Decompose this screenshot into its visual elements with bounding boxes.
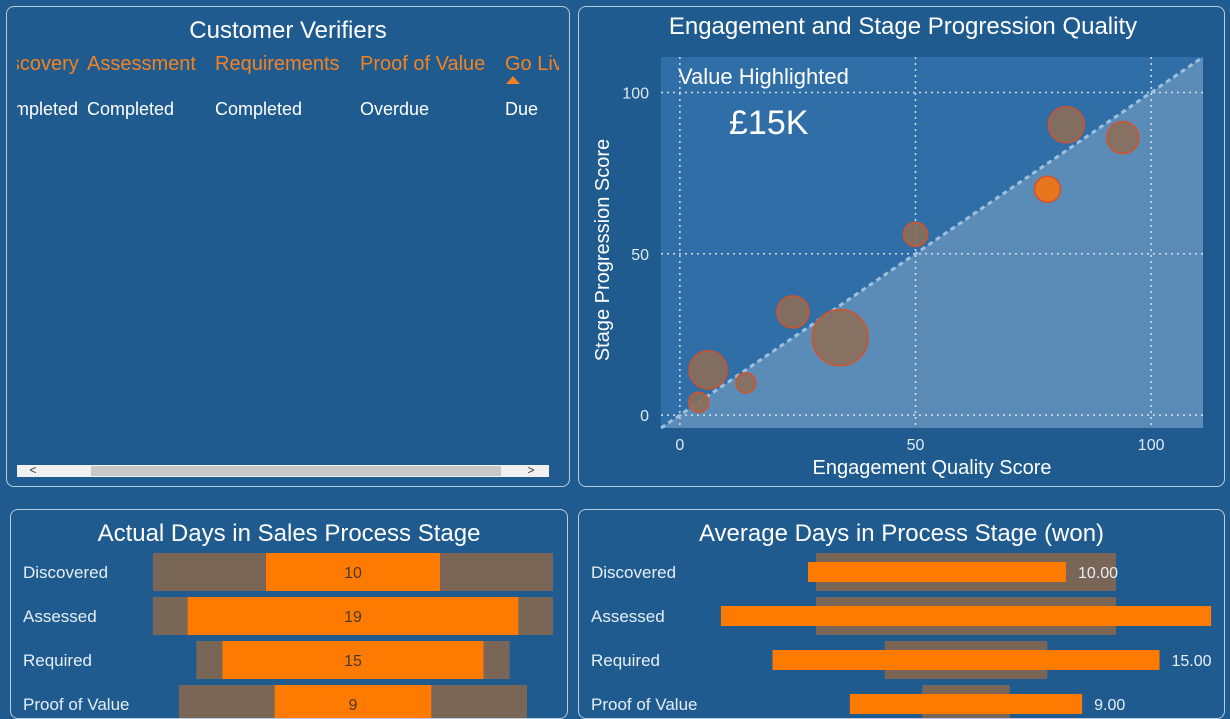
scatter-point[interactable] (811, 308, 869, 367)
column-value: Completed (215, 99, 303, 119)
value-bar[interactable] (849, 694, 1083, 714)
x-axis-label: Engagement Quality Score (812, 457, 1051, 479)
value-bar[interactable] (222, 641, 484, 679)
category-label: Assessed (591, 607, 665, 626)
y-tick-label: 0 (640, 408, 649, 425)
scatter-title: Engagement and Stage Progression Quality (669, 13, 1137, 40)
scroll-left-button[interactable]: < (29, 463, 37, 477)
average-days-panel: Average Days in Process Stage (won) Disc… (578, 509, 1225, 719)
scatter-point[interactable] (1033, 175, 1062, 204)
data-label: 9 (349, 697, 358, 714)
data-label: 10.00 (1078, 565, 1118, 582)
category-label: Proof of Value (23, 695, 129, 714)
average-days-title: Average Days in Process Stage (won) (698, 520, 1105, 547)
engagement-scatter-panel: Engagement and Stage Progression Quality… (578, 6, 1225, 487)
customer-verifiers-panel: Customer Verifiers Discovery Completed Ass… (6, 6, 570, 487)
value-bar[interactable] (772, 650, 1160, 670)
column-value: Due (505, 99, 539, 119)
scatter-point[interactable] (776, 295, 810, 329)
x-tick-label: 0 (675, 437, 684, 454)
column-header[interactable]: Discovery (17, 53, 79, 75)
column-header[interactable]: Proof of Value (360, 53, 486, 75)
scroll-thumb[interactable] (91, 466, 501, 476)
average-days-chart: Discovered 10.00 Assessed Required 15.00 Proo… (591, 553, 1212, 718)
data-label: 10 (344, 565, 362, 582)
scatter-point[interactable] (688, 350, 728, 390)
column-value: Overdue (360, 99, 430, 119)
category-label: Assessed (23, 607, 97, 626)
actual-days-panel: Actual Days in Sales Process Stage Disco… (10, 509, 568, 719)
verifiers-table[interactable]: Discovery Completed Assessment Completed Req… (17, 47, 559, 127)
scatter-point[interactable] (1106, 120, 1140, 155)
column-header[interactable]: Go Live (505, 53, 559, 75)
scroll-right-button[interactable]: > (527, 463, 535, 477)
verifiers-columns: Discovery Completed Assessment Completed Req… (17, 47, 559, 127)
value-bar[interactable] (808, 562, 1066, 582)
customer-verifiers-title: Customer Verifiers (189, 17, 387, 44)
y-tick-label: 50 (631, 247, 649, 264)
scatter-point[interactable] (1047, 105, 1086, 144)
category-label: Required (23, 651, 92, 670)
actual-days-title: Actual Days in Sales Process Stage (97, 520, 481, 547)
sort-ascending-icon (506, 76, 520, 84)
value-bar[interactable] (187, 597, 519, 635)
value-bar[interactable] (720, 606, 1212, 626)
category-label: Required (591, 651, 660, 670)
data-label: 9.00 (1094, 697, 1125, 714)
category-label: Discovered (591, 563, 676, 582)
scatter-point[interactable] (902, 221, 929, 248)
data-label: 15.00 (1172, 653, 1212, 670)
y-axis-label: Stage Progression Score (592, 139, 614, 361)
scatter-point[interactable] (687, 391, 710, 413)
scatter-point[interactable] (735, 372, 757, 394)
x-tick-label: 50 (907, 437, 925, 454)
horizontal-scrollbar[interactable]: < > (17, 463, 549, 477)
value-bar[interactable] (266, 553, 440, 591)
data-label: 19 (344, 609, 362, 626)
data-label: 15 (344, 653, 362, 670)
column-header[interactable]: Requirements (215, 53, 340, 75)
column-value: Completed (17, 99, 79, 119)
category-label: Proof of Value (591, 695, 697, 714)
column-value: Completed (87, 99, 175, 119)
actual-days-chart: Discovered 10 Assessed 19 Required 15 Proof of… (23, 553, 554, 718)
y-tick-label: 100 (622, 85, 649, 102)
value-highlighted-label: Value Highlighted (678, 64, 849, 89)
value-highlighted-amount: £15K (729, 104, 809, 142)
category-label: Discovered (23, 563, 108, 582)
x-tick-label: 100 (1138, 437, 1165, 454)
column-header[interactable]: Assessment (87, 53, 196, 75)
reference-diagonal (660, 55, 1204, 430)
engagement-scatter-chart: Engagement and Stage Progression Quality… (592, 13, 1204, 479)
